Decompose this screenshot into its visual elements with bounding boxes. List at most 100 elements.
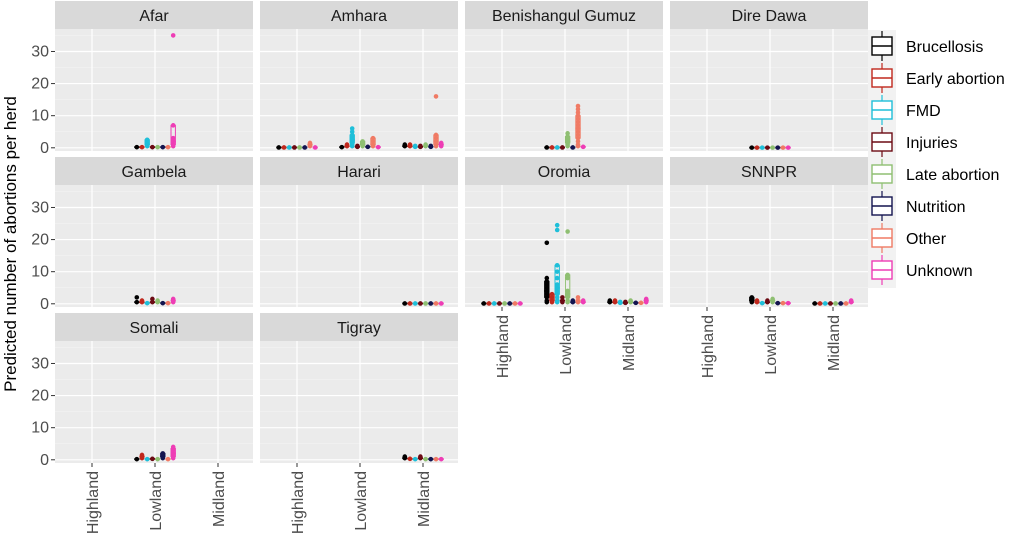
data-point [759, 300, 765, 306]
data-point [575, 139, 581, 144]
data-point [302, 145, 308, 150]
x-tick-label-lowland: Lowland [558, 315, 575, 375]
y-axis-title: Predicted number of abortions per herd [1, 96, 20, 392]
data-point [512, 301, 518, 306]
x-tick-label-lowland: Lowland [353, 471, 370, 531]
data-point [575, 123, 581, 128]
data-point [565, 275, 570, 281]
y-tick-label: 0 [40, 452, 49, 469]
data-point [554, 282, 560, 287]
data-point [491, 301, 497, 306]
legend-item-fmd: FMD [871, 95, 941, 125]
facet-strip [260, 1, 458, 29]
data-point [134, 456, 140, 462]
data-point [139, 144, 145, 150]
data-point [554, 295, 560, 300]
data-point [375, 144, 381, 150]
data-point [575, 295, 581, 300]
data-point [575, 119, 581, 125]
data-point [170, 296, 176, 302]
x-tick-label-highland: Highland [495, 315, 512, 378]
data-point [370, 139, 376, 144]
data-point [785, 145, 791, 150]
data-point [433, 94, 439, 99]
data-point [307, 140, 313, 146]
facet-strip-label: Dire Dawa [732, 8, 807, 25]
data-point [765, 298, 770, 303]
facet-panel-dire-dawa: Dire Dawa [670, 1, 868, 151]
data-point [549, 291, 555, 297]
facet-strip-label: Gambela [122, 164, 187, 181]
data-point [418, 143, 423, 149]
data-point [575, 116, 581, 122]
panel-background [260, 341, 458, 463]
data-point [155, 144, 160, 150]
data-point [407, 142, 413, 147]
x-tick-label-midland: Midland [211, 471, 228, 527]
y-tick-label: 10 [31, 108, 49, 125]
data-point [770, 145, 775, 150]
y-tick-label: 10 [31, 420, 49, 437]
data-point [554, 298, 560, 303]
x-tick-label-midland: Midland [416, 471, 433, 527]
data-point [554, 285, 560, 291]
data-point [765, 145, 770, 150]
data-point [565, 295, 570, 300]
data-point [828, 301, 833, 306]
facet-strip-label: Benishangul Gumuz [492, 8, 636, 25]
legend-label: Other [906, 231, 947, 248]
data-point [433, 135, 439, 141]
data-point [544, 298, 550, 303]
data-point [565, 272, 570, 278]
data-point [150, 299, 155, 305]
data-point [144, 140, 150, 146]
data-point [144, 300, 150, 306]
data-point [423, 301, 428, 306]
panel-background [260, 185, 458, 307]
legend-label: Nutrition [906, 199, 966, 216]
data-point [575, 106, 581, 112]
data-point [134, 299, 140, 305]
data-point [165, 144, 171, 150]
x-tick-label-highland: Highland [700, 315, 717, 378]
facet-panel-somali: Somali [55, 313, 253, 463]
data-point [144, 137, 150, 143]
panel-background [670, 29, 868, 151]
y-tick-label: 30 [31, 199, 49, 216]
data-point [349, 126, 355, 131]
y-tick-label: 20 [31, 232, 49, 249]
data-point [775, 145, 781, 150]
panel-background [260, 29, 458, 151]
data-point [575, 129, 581, 135]
data-point [433, 132, 439, 138]
data-point [544, 295, 550, 300]
data-point [134, 144, 140, 150]
data-point [412, 456, 418, 462]
data-point [749, 145, 755, 150]
data-point [575, 132, 581, 138]
legend-item-early-abortion: Early abortion [871, 63, 1005, 93]
facet-panel-tigray: Tigray [260, 313, 458, 463]
data-point [580, 298, 586, 303]
data-point [433, 456, 439, 462]
facet-strip-label: Afar [139, 8, 169, 25]
data-point [623, 299, 628, 305]
data-point [160, 300, 166, 306]
data-point [554, 291, 560, 297]
facet-strip-label: SNNPR [741, 164, 797, 181]
data-point [428, 456, 434, 462]
legend-item-other: Other [871, 223, 947, 253]
data-point [507, 301, 513, 306]
data-point [785, 300, 791, 306]
facet-panel-amhara: Amhara [260, 1, 458, 151]
data-point [544, 285, 550, 291]
data-point [428, 143, 434, 149]
data-point [565, 291, 570, 297]
data-point [554, 222, 560, 228]
data-point [497, 301, 502, 306]
facet-strip-label: Tigray [337, 320, 381, 337]
data-point [565, 131, 570, 136]
facet-strip [55, 1, 253, 29]
x-tick-label-lowland: Lowland [763, 315, 780, 375]
data-point [407, 456, 413, 462]
